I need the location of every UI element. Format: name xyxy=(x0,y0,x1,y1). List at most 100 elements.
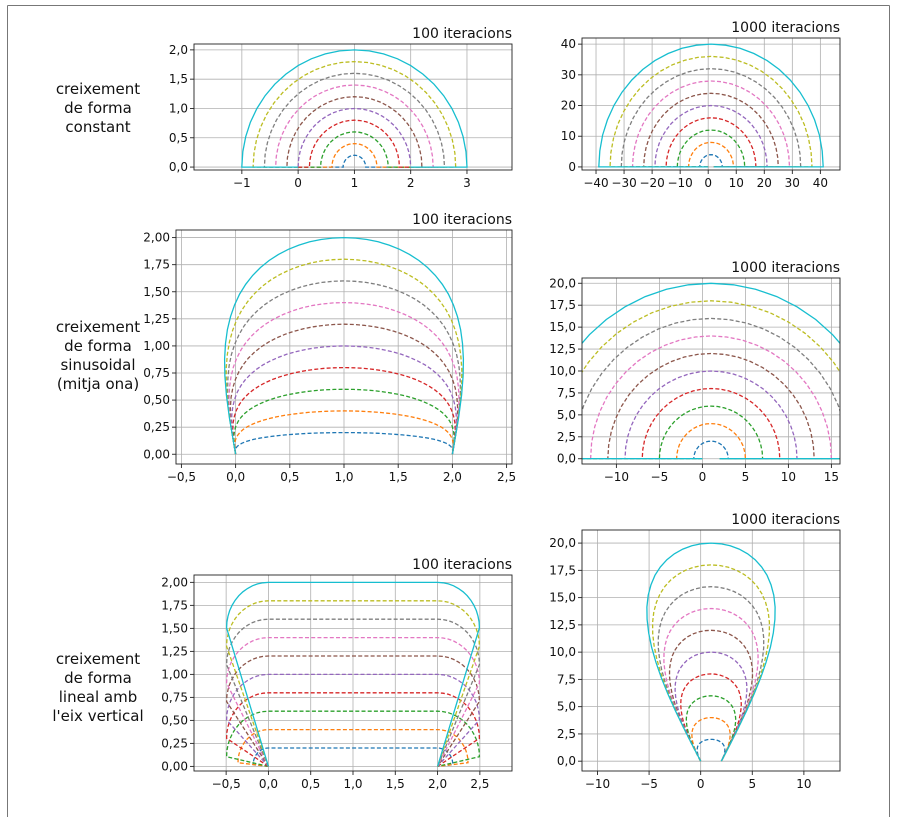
curve-8 xyxy=(226,280,462,455)
curve-10 xyxy=(241,49,468,168)
x-tick-label: −10 xyxy=(604,470,629,484)
x-tick-label: 10 xyxy=(729,176,744,190)
x-tick-label: −1 xyxy=(233,176,251,190)
y-tick-label: 0,5 xyxy=(169,131,188,145)
y-tick-label: 20 xyxy=(561,99,576,113)
curve-10 xyxy=(582,282,840,460)
curve-3 xyxy=(225,710,481,768)
y-tick-label: 15,0 xyxy=(549,320,576,334)
x-tick-label: 10 xyxy=(781,470,796,484)
y-tick-label: 0,75 xyxy=(143,366,170,380)
y-tick-label: 0 xyxy=(568,160,576,174)
curve-5 xyxy=(674,651,748,762)
x-tick-label: 0,5 xyxy=(280,470,299,484)
x-tick-label: 0,5 xyxy=(301,777,320,791)
curve-10 xyxy=(598,43,824,168)
row-label-linear: creixement de forma lineal amb l'eix ver… xyxy=(52,650,144,725)
x-tick-label: −0,5 xyxy=(212,777,241,791)
curve-4 xyxy=(680,673,742,762)
curve-1 xyxy=(298,154,411,168)
y-tick-label: 1,75 xyxy=(143,258,170,272)
curve-2 xyxy=(298,142,411,168)
curve-3 xyxy=(298,131,411,168)
y-tick-label: 12,5 xyxy=(549,342,576,356)
x-tick-label: −5 xyxy=(651,470,669,484)
curve-6 xyxy=(286,96,423,168)
x-tick-label: 2,5 xyxy=(497,470,516,484)
row-label-constant: creixement de forma constant xyxy=(55,80,141,136)
curve-6 xyxy=(225,655,481,767)
curve-4 xyxy=(298,119,411,168)
x-tick-label: 0 xyxy=(699,470,707,484)
curve-3 xyxy=(685,695,737,762)
curve-9 xyxy=(609,55,813,168)
x-tick-label: −5 xyxy=(640,777,658,791)
curve-7 xyxy=(274,84,434,168)
curve-9 xyxy=(582,300,840,460)
x-tick-label: 2,0 xyxy=(443,470,462,484)
curve-8 xyxy=(225,618,481,767)
curve-9 xyxy=(225,258,463,455)
y-tick-label: 0,25 xyxy=(143,420,170,434)
x-tick-label: 0 xyxy=(704,176,712,190)
y-tick-label: 2,0 xyxy=(169,43,188,57)
y-tick-label: 17,5 xyxy=(549,563,576,577)
y-tick-label: 0,75 xyxy=(161,690,188,704)
y-tick-label: 15,0 xyxy=(549,591,576,605)
chart-title: 100 iteracions xyxy=(412,557,512,573)
x-tick-label: 30 xyxy=(785,176,800,190)
y-tick-label: 10,0 xyxy=(549,364,576,378)
axes-frame xyxy=(581,37,841,171)
curve-10 xyxy=(223,236,465,455)
curve-7 xyxy=(663,607,759,762)
x-tick-label: 1,5 xyxy=(386,777,405,791)
x-tick-label: 0 xyxy=(294,176,302,190)
curve-1 xyxy=(696,738,726,762)
x-tick-label: 5 xyxy=(742,470,750,484)
x-tick-label: 5 xyxy=(748,777,756,791)
chart-title: 1000 iteracions xyxy=(731,20,840,36)
y-tick-label: 2,00 xyxy=(161,575,188,589)
y-tick-label: 1,0 xyxy=(169,101,188,115)
y-tick-label: 7,5 xyxy=(557,386,576,400)
curve-1 xyxy=(234,431,454,455)
y-tick-label: 0,0 xyxy=(557,452,576,466)
x-tick-label: 0 xyxy=(697,777,705,791)
y-tick-label: 1,00 xyxy=(161,667,188,681)
curve-2 xyxy=(233,410,455,455)
x-tick-label: 1,5 xyxy=(389,470,408,484)
x-tick-label: −0,5 xyxy=(167,470,196,484)
y-tick-label: 1,75 xyxy=(161,598,188,612)
y-tick-label: 12,5 xyxy=(549,618,576,632)
x-tick-label: 0,0 xyxy=(226,470,245,484)
x-tick-label: −10 xyxy=(585,777,610,791)
curve-5 xyxy=(231,345,457,455)
x-tick-label: −30 xyxy=(611,176,636,190)
y-tick-label: 1,5 xyxy=(169,72,188,86)
y-tick-label: 0,0 xyxy=(557,754,576,768)
chart-title: 1000 iteracions xyxy=(731,512,840,528)
axes-frame xyxy=(193,43,513,171)
curve-5 xyxy=(225,673,481,767)
x-tick-label: 2 xyxy=(407,176,415,190)
y-tick-label: 0,25 xyxy=(161,736,188,750)
curve-6 xyxy=(607,352,815,460)
y-tick-label: 10,0 xyxy=(549,645,576,659)
y-tick-label: 1,00 xyxy=(143,339,170,353)
curve-8 xyxy=(582,317,840,460)
y-tick-label: 0,0 xyxy=(169,160,188,174)
x-tick-label: 0,0 xyxy=(259,777,278,791)
curve-6 xyxy=(229,323,459,455)
curve-4 xyxy=(225,692,481,767)
curve-10 xyxy=(646,542,776,762)
curve-5 xyxy=(654,104,768,168)
curve-2 xyxy=(691,716,731,762)
curve-1 xyxy=(693,440,729,460)
y-tick-label: 1,25 xyxy=(161,644,188,658)
curve-3 xyxy=(658,405,764,460)
x-tick-label: 15 xyxy=(824,470,839,484)
curve-4 xyxy=(641,387,781,460)
row-label-sinusoidal: creixement de forma sinusoidal (mitja on… xyxy=(55,318,141,393)
